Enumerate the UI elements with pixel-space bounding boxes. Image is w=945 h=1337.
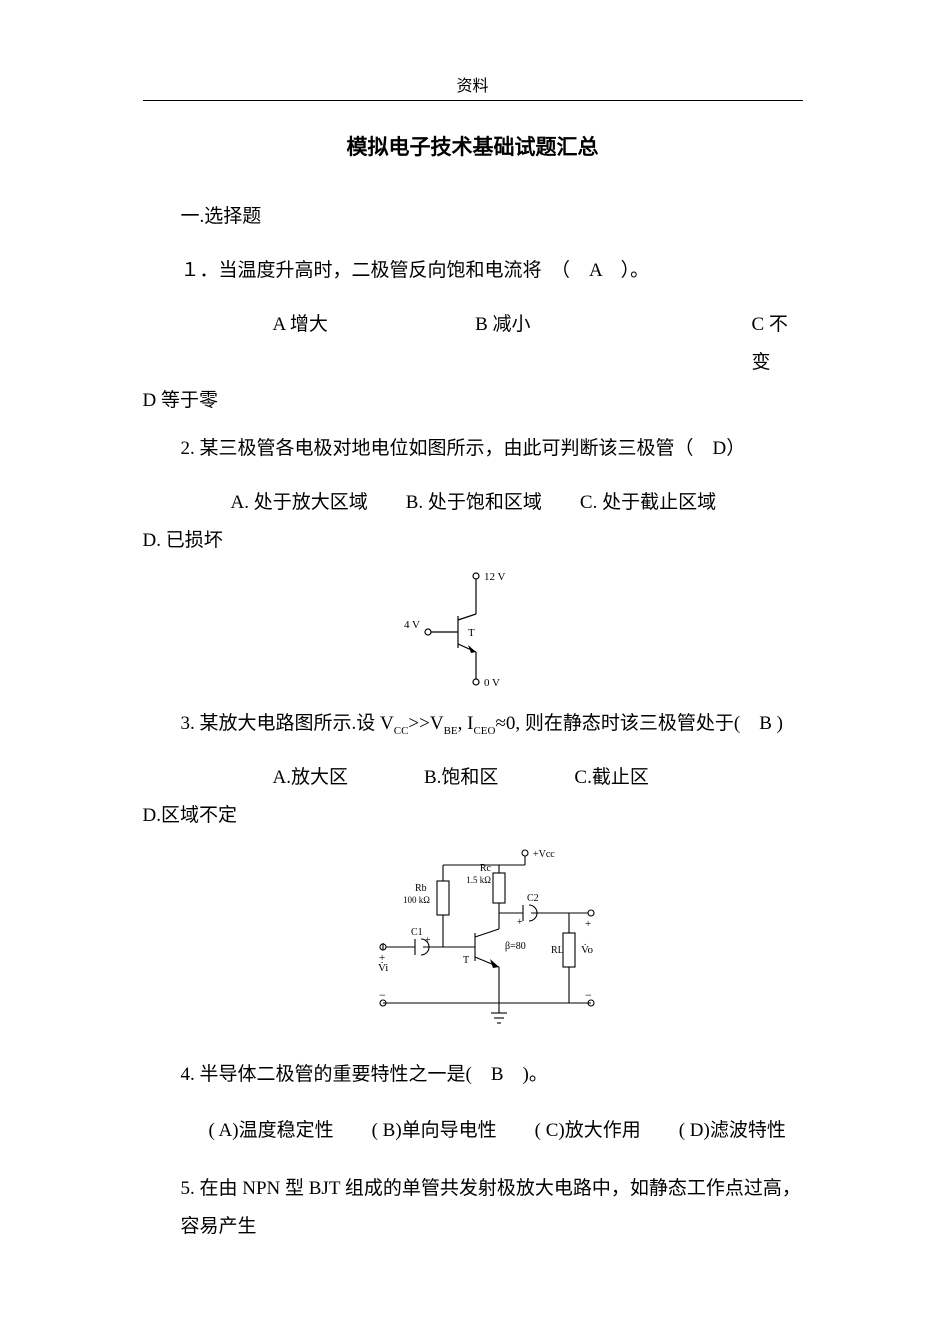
q2-v-bottom: 0 V — [484, 677, 500, 688]
q3-T: T — [463, 955, 469, 966]
q3-rb: Rb — [415, 883, 427, 894]
q1-text: １．当温度升高时，二极管反向饱和电流将 （ A ）。 — [181, 252, 803, 290]
q4-opts: ( A)温度稳定性 ( B)单向导电性 ( C)放大作用 ( D)滤波特性 — [209, 1112, 803, 1150]
q2-opt-d: D. 已损坏 — [143, 522, 803, 560]
q2-opts-abc: A. 处于放大区域 B. 处于饱和区域 C. 处于截止区域 — [231, 484, 803, 522]
q2-figure: 12 V 4 V 0 V T — [143, 568, 803, 693]
q3-vi-minus: − — [379, 988, 386, 1002]
q3-text: 3. 某放大电路图所示.设 VCC>>VBE, ICEO≈0, 则在静态时该三极… — [181, 705, 803, 743]
amplifier-circuit-diagram-icon: +Vcc Rb 100 kΩ Rc 1.5 kΩ C1 C2 T β=80 RL… — [323, 843, 623, 1033]
q1-opt-a: A 增大 — [273, 306, 476, 382]
q3-mid2: , I — [458, 713, 474, 734]
q3-mid1: >>V — [408, 713, 443, 734]
q2-text: 2. 某三极管各电极对地电位如图所示，由此可判断该三极管（ D） — [181, 430, 803, 468]
q4-text: 4. 半导体二极管的重要特性之一是( B )。 — [181, 1056, 803, 1094]
q1-opt-d: D 等于零 — [143, 382, 803, 420]
page-header: 资料 — [143, 0, 803, 101]
q3-vo-plus: + — [585, 918, 591, 930]
q3-sub-be: BE — [444, 725, 458, 737]
doc-title: 模拟电子技术基础试题汇总 — [143, 131, 803, 161]
q3-c1-plus: + — [425, 935, 431, 946]
q2-v-left: 4 V — [404, 619, 420, 631]
q3-suffix: ≈0, 则在静态时该三极管处于( B ) — [495, 713, 783, 734]
q3-prefix: 3. 某放大电路图所示.设 V — [181, 713, 394, 734]
q2-v-top: 12 V — [484, 571, 506, 583]
q3-rb-val: 100 kΩ — [403, 895, 430, 905]
transistor-simple-diagram-icon: 12 V 4 V 0 V T — [398, 568, 548, 688]
q1-opt-b: B 减小 — [475, 306, 751, 382]
q3-vo: V̇o — [581, 944, 594, 956]
q3-sub-cc: CC — [394, 725, 409, 737]
q3-beta: β=80 — [505, 941, 526, 952]
q3-c2: C2 — [527, 893, 539, 904]
q3-RL: RL — [551, 945, 564, 956]
section-heading: 一.选择题 — [181, 201, 803, 228]
q3-figure: +Vcc Rb 100 kΩ Rc 1.5 kΩ C1 C2 T β=80 RL… — [143, 843, 803, 1038]
q3-rc-val: 1.5 kΩ — [466, 875, 491, 885]
q3-opts-abc: A.放大区 B.饱和区 C.截止区 — [273, 759, 803, 797]
q1-options-row: A 增大 B 减小 C 不变 — [143, 306, 803, 382]
q3-vi-plus: + — [379, 952, 385, 964]
q3-vcc: +Vcc — [533, 849, 555, 860]
q3-sub-ceo: CEO — [473, 725, 495, 737]
header-label: 资料 — [456, 78, 488, 95]
q3-c2-plus: + — [517, 917, 523, 928]
q1-opt-c: C 不变 — [751, 306, 802, 382]
q3-opt-d: D.区域不定 — [143, 797, 803, 835]
q2-text-span: 2. 某三极管各电极对地电位如图所示，由此可判断该三极管（ D） — [181, 438, 746, 459]
q5-text: 5. 在由 NPN 型 BJT 组成的单管共发射极放大电路中，如静态工作点过高，… — [181, 1170, 803, 1246]
q3-c1: C1 — [411, 927, 423, 938]
q3-rc: Rc — [479, 863, 491, 874]
q2-t-label: T — [468, 627, 475, 639]
content-area: 模拟电子技术基础试题汇总 一.选择题 １．当温度升高时，二极管反向饱和电流将 （… — [143, 101, 803, 1246]
q3-vo-minus: − — [585, 988, 592, 1002]
